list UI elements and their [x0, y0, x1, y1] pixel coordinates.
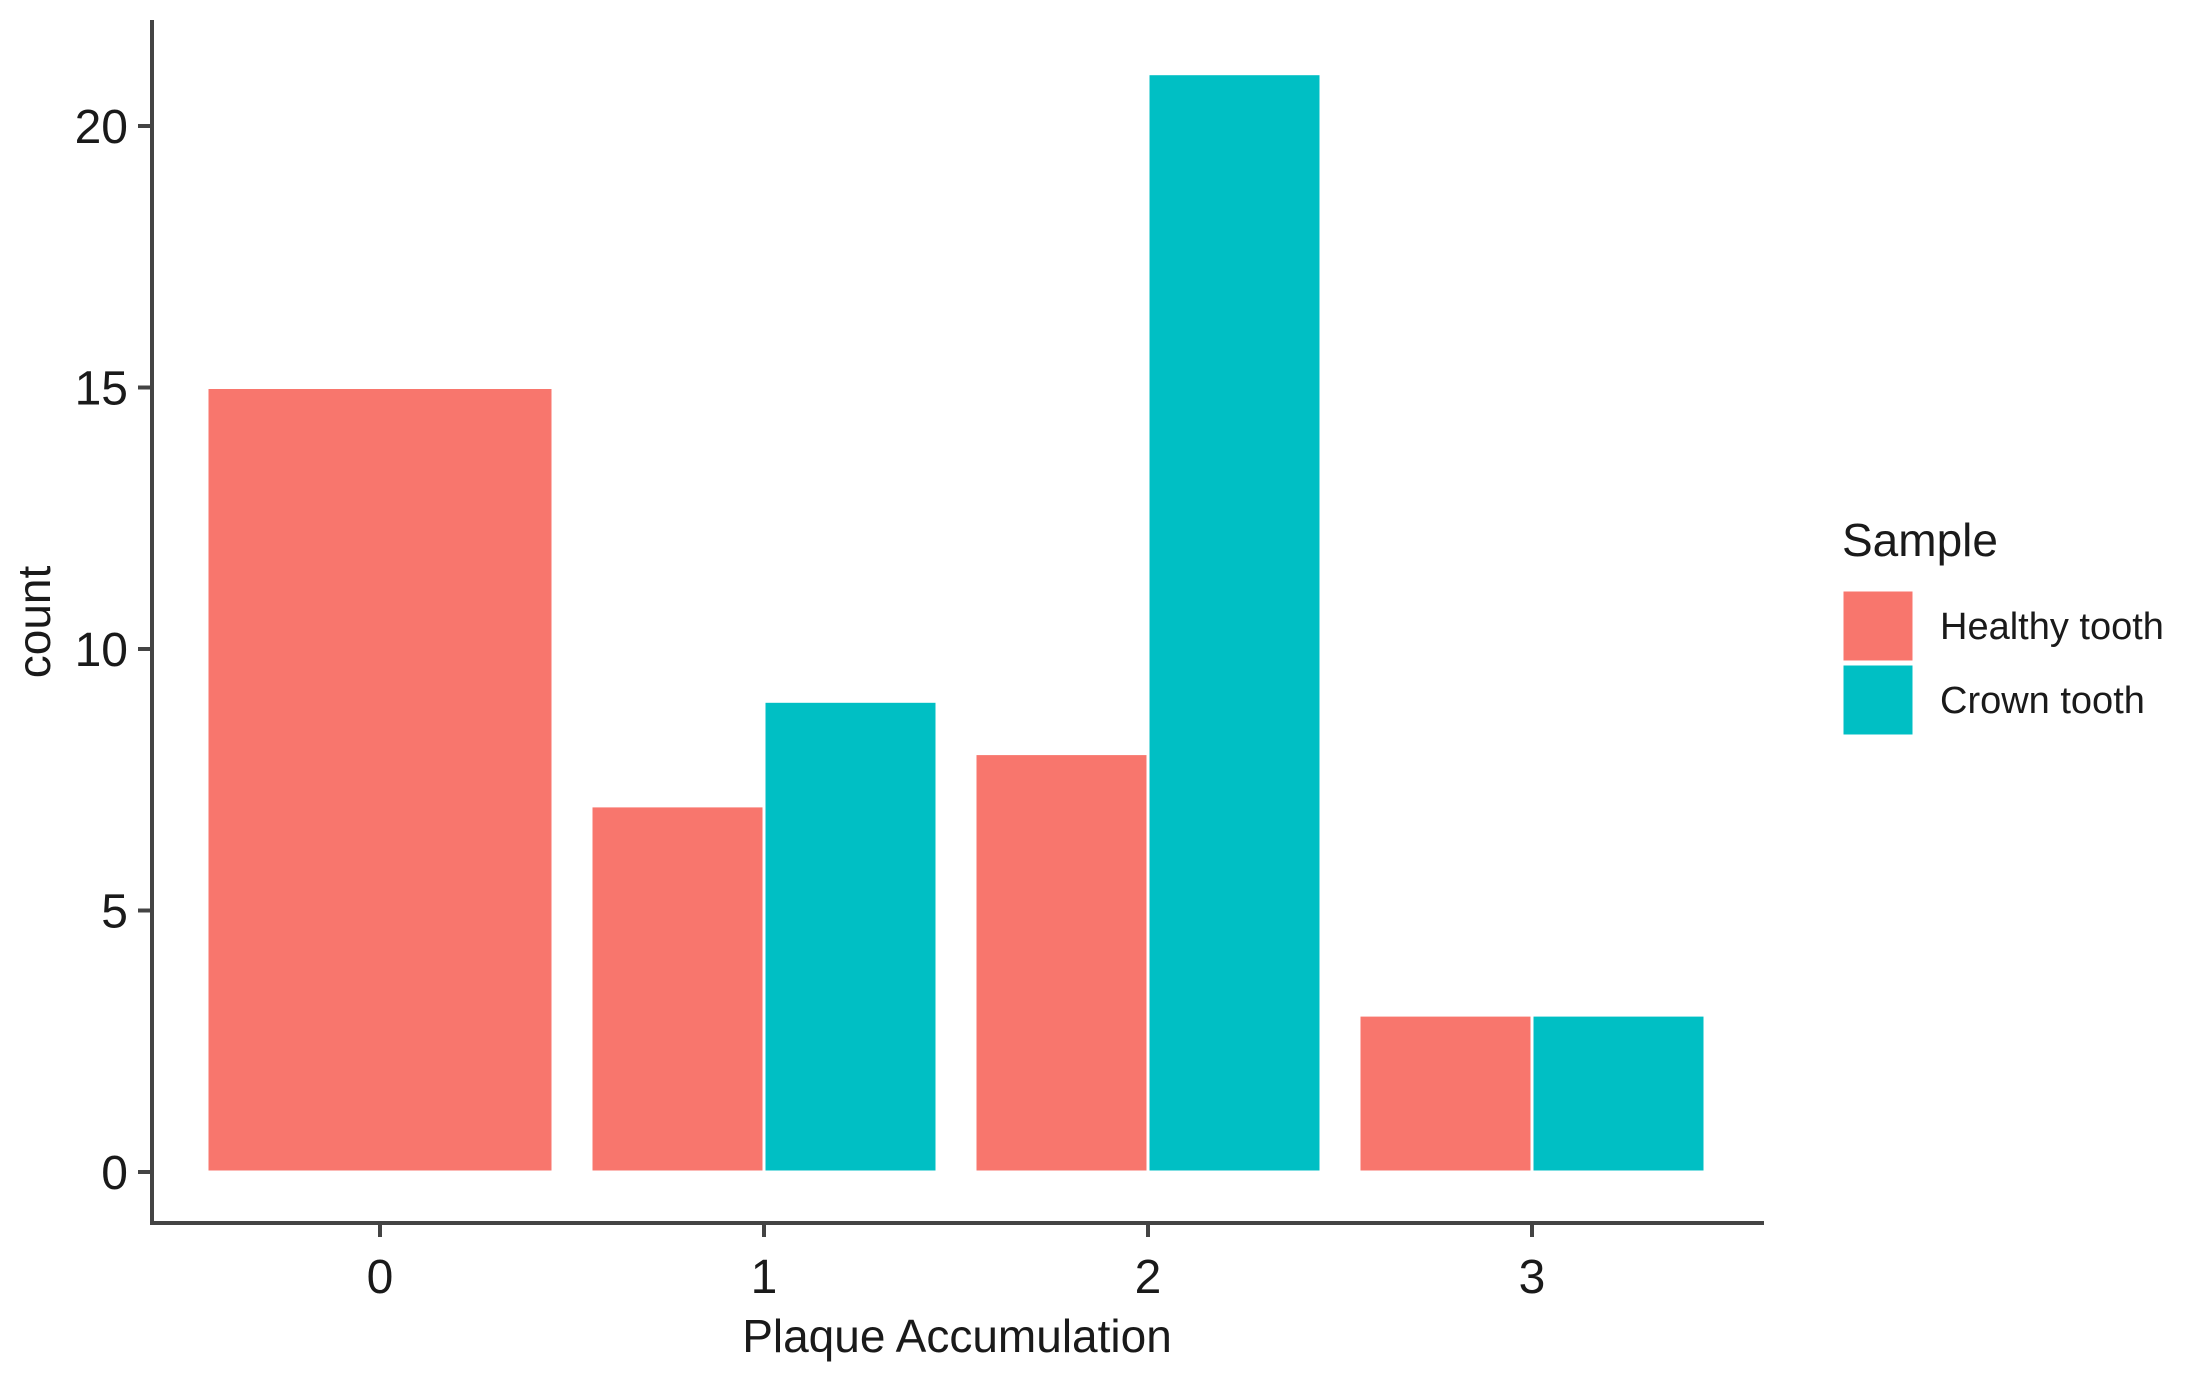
y-tick-label: 10 [75, 624, 128, 677]
legend-title: Sample [1842, 514, 1998, 566]
y-tick-label: 5 [101, 886, 128, 939]
axes-layer [150, 20, 1764, 1225]
bar-healthy-tooth-0 [205, 386, 555, 1174]
x-tick-label: 1 [751, 1251, 778, 1304]
bar-healthy-tooth-2 [973, 752, 1150, 1174]
x-tick-label: 3 [1519, 1251, 1546, 1304]
legend: Sample Healthy tooth Crown tooth [1840, 514, 2164, 738]
x-ticks: 0 1 2 3 [367, 1223, 1546, 1304]
bar-healthy-tooth-3 [1357, 1013, 1534, 1174]
legend-key-healthy-tooth [1840, 588, 1916, 664]
bar-crown-tooth-3 [1530, 1013, 1707, 1174]
legend-label: Healthy tooth [1940, 606, 2164, 648]
y-axis-title: count [8, 566, 60, 679]
bar-crown-tooth-2 [1146, 72, 1323, 1174]
y-tick-label: 15 [75, 363, 128, 416]
bar-healthy-tooth-1 [589, 804, 766, 1174]
bar-crown-tooth-1 [762, 699, 939, 1174]
y-tick-label: 0 [101, 1147, 128, 1200]
legend-items: Healthy tooth Crown tooth [1840, 588, 2164, 738]
x-tick-label: 0 [367, 1251, 394, 1304]
y-ticks: 0 5 10 15 20 [75, 101, 152, 1200]
legend-key-crown-tooth [1840, 662, 1916, 738]
legend-label: Crown tooth [1940, 680, 2145, 722]
x-tick-label: 2 [1135, 1251, 1162, 1304]
bars-layer [205, 72, 1707, 1174]
y-tick-label: 20 [75, 101, 128, 154]
x-axis-title: Plaque Accumulation [742, 1310, 1172, 1362]
